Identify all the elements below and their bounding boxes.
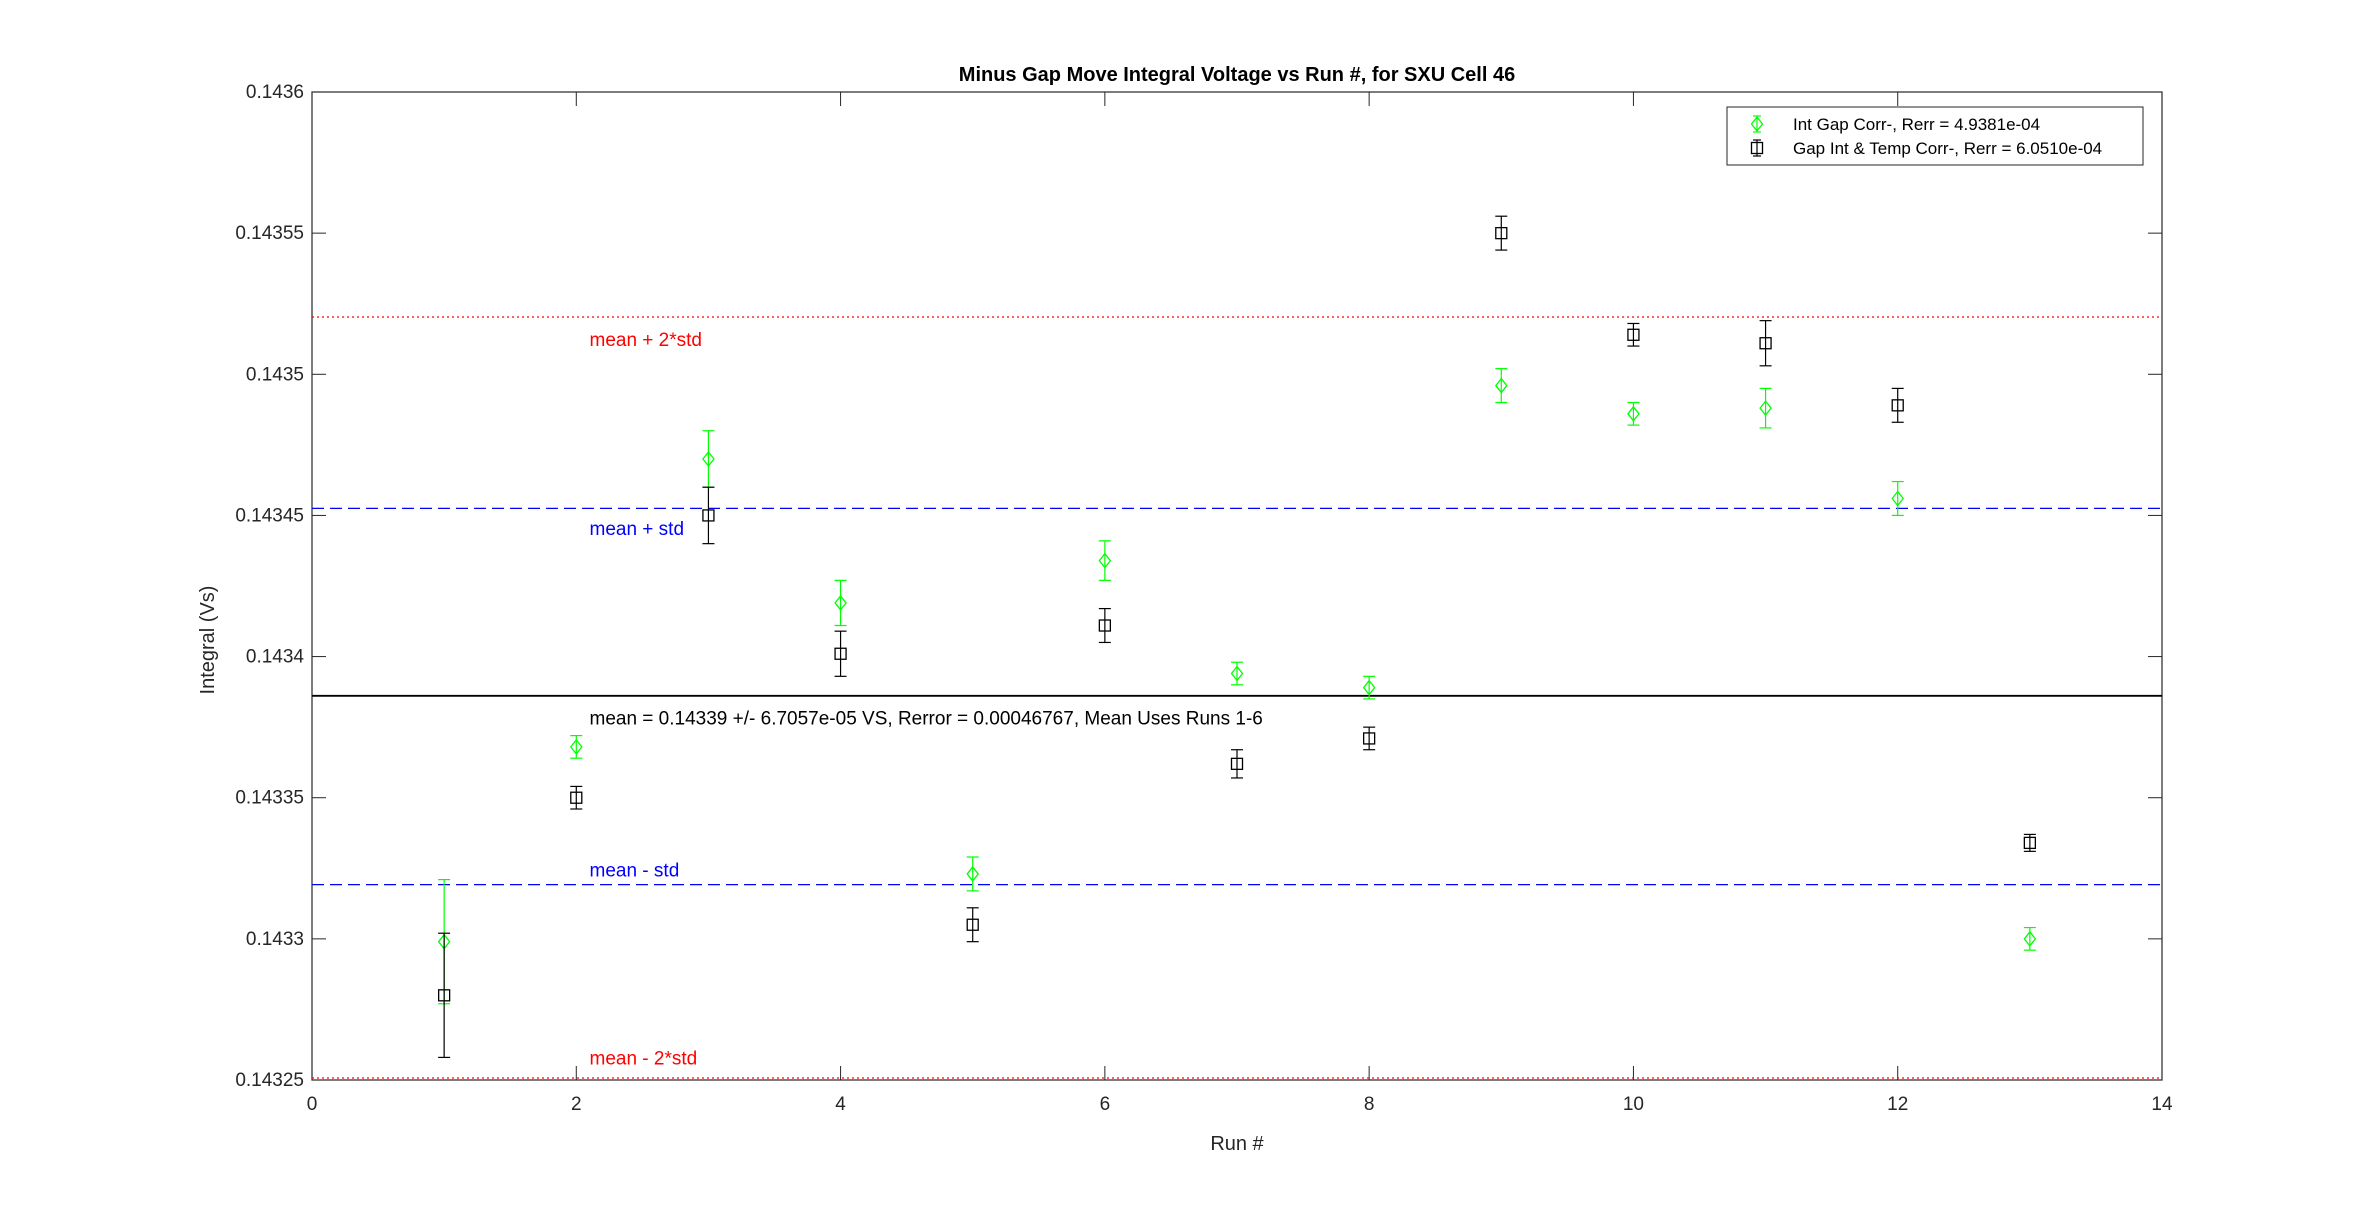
data-point	[570, 791, 583, 804]
x-tick-label: 4	[835, 1094, 846, 1115]
x-tick-label: 0	[307, 1094, 318, 1115]
data-point	[834, 647, 847, 660]
data-point	[2023, 930, 2037, 947]
reference-line-label: mean - std	[590, 861, 680, 882]
x-tick-label: 14	[2151, 1094, 2173, 1115]
x-tick-label: 2	[571, 1094, 582, 1115]
reference-line-label: mean + 2*std	[590, 330, 703, 351]
chart-title: Minus Gap Move Integral Voltage vs Run #…	[959, 64, 1515, 86]
legend-box	[1726, 106, 2144, 166]
plot-area: 0 2 4 6 8 10 12 14 0.14325 0.1433 0.14335 0.1434 0.1…	[235, 82, 2173, 1115]
legend-marker	[1750, 141, 1764, 155]
data-point	[966, 865, 980, 882]
data-point	[1627, 405, 1640, 422]
reference-line-label: mean - 2*std	[590, 1048, 698, 1069]
data-point	[1494, 377, 1508, 394]
reference-line-label: mean + std	[590, 519, 685, 540]
data-point	[702, 509, 715, 522]
data-point	[569, 738, 583, 755]
data-point	[1891, 399, 1904, 412]
y-tick-label: 0.14355	[235, 223, 304, 244]
x-tick-label: 12	[1887, 1094, 1908, 1115]
data-point	[702, 450, 715, 468]
axes-box	[311, 91, 2163, 1081]
y-tick-label: 0.14335	[235, 788, 304, 809]
legend-entry-label: Int Gap Corr-, Rerr = 4.9381e-04	[1793, 115, 2040, 134]
y-tick-label: 0.1433	[246, 929, 304, 950]
data-point	[1362, 732, 1376, 745]
y-tick-label: 0.1434	[246, 647, 305, 668]
reference-line-label: mean = 0.14339 +/- 6.7057e-05 VS, Rerror…	[590, 708, 1263, 729]
x-tick-label: 10	[1623, 1094, 1644, 1115]
legend: Int Gap Corr-, Rerr = 4.9381e-04 Gap Int …	[1726, 106, 2144, 166]
data-point	[1098, 619, 1112, 632]
x-tick-label: 6	[1100, 1094, 1111, 1115]
data-point	[437, 989, 451, 1002]
x-axis-label: Run #	[1210, 1133, 1264, 1155]
data-point	[1891, 490, 1905, 507]
data-point	[1759, 400, 1772, 417]
data-point	[1495, 226, 1508, 240]
y-tick-label: 0.1435	[246, 364, 304, 385]
y-tick-label: 0.14325	[235, 1070, 304, 1091]
data-point	[2023, 836, 2037, 850]
data-point	[834, 594, 847, 611]
legend-entry-label: Gap Int & Temp Corr-, Rerr = 6.0510e-04	[1793, 139, 2102, 158]
y-tick-label: 0.14345	[235, 505, 304, 526]
data-point	[1759, 337, 1772, 350]
x-tick-label: 8	[1364, 1094, 1375, 1115]
data-point	[1627, 328, 1640, 341]
data-point	[966, 918, 979, 931]
data-point	[1230, 665, 1244, 682]
legend-marker	[1750, 115, 1764, 133]
data-point	[1230, 757, 1244, 770]
data-point	[1362, 679, 1376, 696]
data-point	[1098, 552, 1112, 569]
y-axis-label: Integral (Vs)	[197, 586, 219, 695]
y-tick-label: 0.1436	[246, 82, 304, 103]
